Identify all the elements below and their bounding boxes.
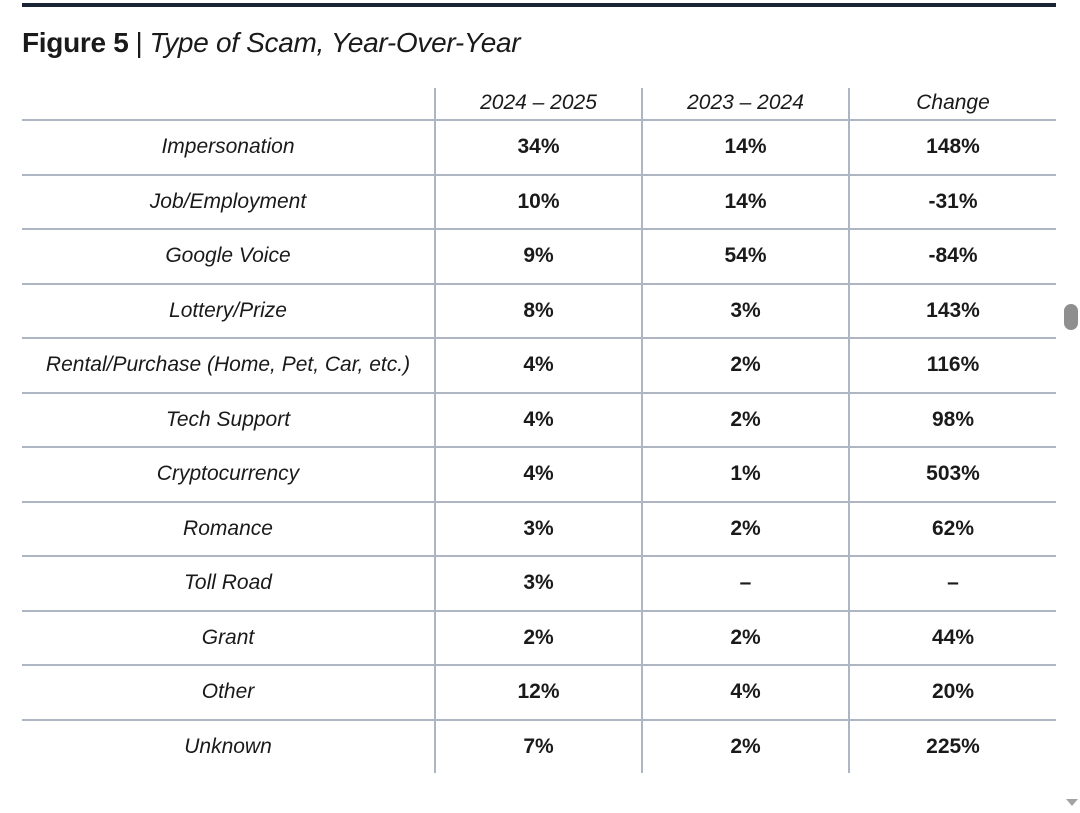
- cell-2024-2025: 4%: [434, 392, 642, 448]
- table-header-row: 2024 – 2025 2023 – 2024 Change: [22, 88, 1056, 121]
- cell-change: 20%: [848, 665, 1056, 721]
- table-row: Job/Employment 10% 14% -31%: [22, 174, 1056, 230]
- table-row: Cryptocurrency 4% 1% 503%: [22, 447, 1056, 503]
- cell-2024-2025: 3%: [434, 501, 642, 557]
- cell-scam-type: Google Voice: [22, 229, 435, 285]
- cell-2023-2024: 2%: [641, 610, 849, 666]
- table-row: Toll Road 3% – –: [22, 556, 1056, 612]
- cell-2024-2025: 12%: [434, 665, 642, 721]
- cell-change: –: [848, 556, 1056, 612]
- cell-2024-2025: 7%: [434, 719, 642, 773]
- table-row: Unknown 7% 2% 225%: [22, 719, 1056, 773]
- cell-scam-type: Toll Road: [22, 556, 435, 612]
- cell-2024-2025: 8%: [434, 283, 642, 339]
- cell-2024-2025: 34%: [434, 120, 642, 176]
- cell-2024-2025: 2%: [434, 610, 642, 666]
- cell-scam-type: Impersonation: [22, 120, 435, 176]
- cell-2023-2024: 54%: [641, 229, 849, 285]
- cell-change: -84%: [848, 229, 1056, 285]
- cell-2023-2024: 1%: [641, 447, 849, 503]
- title-separator: |: [135, 27, 143, 58]
- figure-label: Figure 5: [22, 27, 129, 58]
- scrollbar-thumb[interactable]: [1064, 304, 1078, 330]
- cell-2023-2024: 4%: [641, 665, 849, 721]
- cell-scam-type: Grant: [22, 610, 435, 666]
- cell-2023-2024: 14%: [641, 174, 849, 230]
- figure-caption: Type of Scam, Year-Over-Year: [149, 27, 521, 58]
- cell-2023-2024: 2%: [641, 501, 849, 557]
- table-row: Grant 2% 2% 44%: [22, 610, 1056, 666]
- cell-scam-type: Lottery/Prize: [22, 283, 435, 339]
- cell-scam-type: Romance: [22, 501, 435, 557]
- table-row: Google Voice 9% 54% -84%: [22, 229, 1056, 285]
- cell-change: 62%: [848, 501, 1056, 557]
- table-row: Other 12% 4% 20%: [22, 665, 1056, 721]
- table-row: Lottery/Prize 8% 3% 143%: [22, 283, 1056, 339]
- cell-2024-2025: 3%: [434, 556, 642, 612]
- cell-2023-2024: –: [641, 556, 849, 612]
- cell-scam-type: Rental/Purchase (Home, Pet, Car, etc.): [22, 338, 435, 394]
- cell-scam-type: Job/Employment: [22, 174, 435, 230]
- cell-2023-2024: 2%: [641, 719, 849, 773]
- cell-scam-type: Cryptocurrency: [22, 447, 435, 503]
- cell-2024-2025: 4%: [434, 447, 642, 503]
- top-rule: [22, 3, 1056, 7]
- cell-2023-2024: 2%: [641, 392, 849, 448]
- cell-2023-2024: 14%: [641, 120, 849, 176]
- cell-2023-2024: 3%: [641, 283, 849, 339]
- table-row: Romance 3% 2% 62%: [22, 501, 1056, 557]
- cell-2023-2024: 2%: [641, 338, 849, 394]
- scam-type-table: 2024 – 2025 2023 – 2024 Change Impersona…: [22, 88, 1056, 773]
- header-2024-2025: 2024 – 2025: [434, 88, 642, 121]
- cell-change: -31%: [848, 174, 1056, 230]
- cell-scam-type: Unknown: [184, 734, 272, 758]
- header-2023-2024: 2023 – 2024: [641, 88, 849, 121]
- table-row: Tech Support 4% 2% 98%: [22, 392, 1056, 448]
- cell-change: 44%: [848, 610, 1056, 666]
- cell-scam-type: Tech Support: [22, 392, 435, 448]
- cell-2024-2025: 4%: [434, 338, 642, 394]
- cell-change: 143%: [848, 283, 1056, 339]
- cell-change: 148%: [848, 120, 1056, 176]
- figure-title: Figure 5 | Type of Scam, Year-Over-Year: [22, 25, 521, 61]
- cell-change: 503%: [848, 447, 1056, 503]
- header-change: Change: [848, 88, 1056, 121]
- cell-change: 98%: [848, 392, 1056, 448]
- cell-change: 225%: [848, 719, 1056, 773]
- cell-2024-2025: 9%: [434, 229, 642, 285]
- scroll-down-arrow-icon[interactable]: [1066, 799, 1078, 806]
- cell-scam-type: Other: [22, 665, 435, 721]
- table-row: Impersonation 34% 14% 148%: [22, 120, 1056, 176]
- table-body: Impersonation 34% 14% 148% Job/Employment 10%…: [22, 120, 1056, 773]
- cell-2024-2025: 10%: [434, 174, 642, 230]
- cell-change: 116%: [848, 338, 1056, 394]
- header-type: [22, 88, 435, 121]
- table-row: Rental/Purchase (Home, Pet, Car, etc.) 4%…: [22, 338, 1056, 394]
